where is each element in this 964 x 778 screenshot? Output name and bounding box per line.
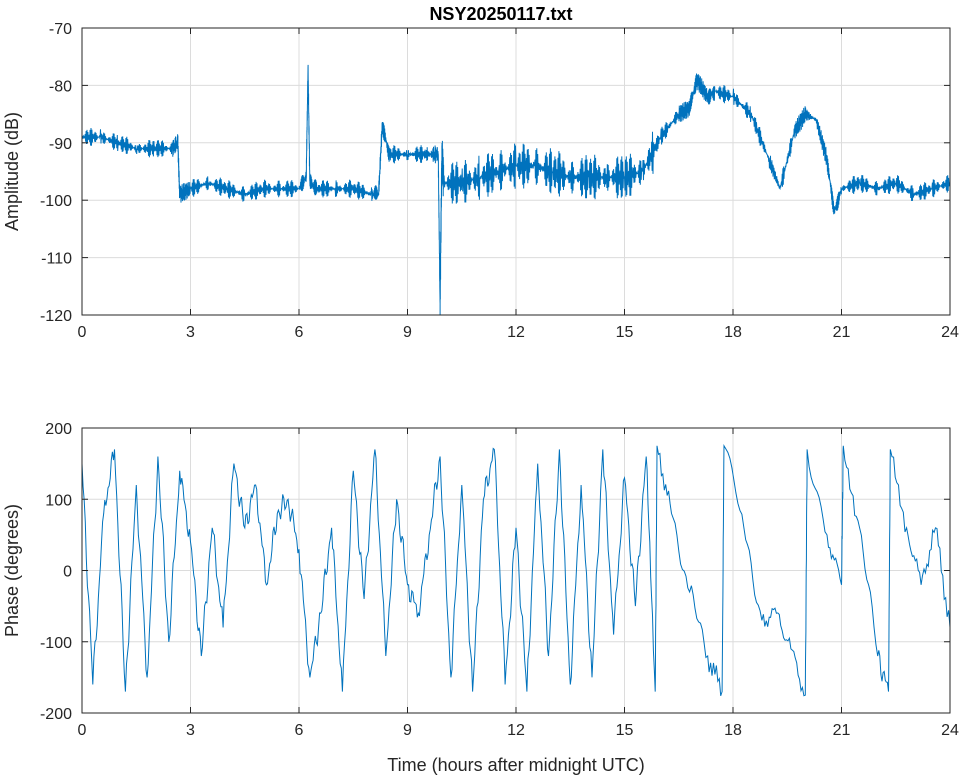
x-tick-label: 0 — [78, 324, 87, 341]
x-tick-label: 24 — [941, 324, 959, 341]
x-tick-label: 12 — [507, 722, 525, 739]
y-tick-label: -80 — [49, 78, 72, 95]
amplitude-series-line — [81, 64, 951, 315]
phase-x-axis-label: Time (hours after midnight UTC) — [387, 755, 644, 775]
y-tick-label: -200 — [40, 706, 72, 723]
y-tick-label: -110 — [41, 251, 72, 268]
y-tick-label: -90 — [49, 136, 72, 153]
x-tick-label: 15 — [616, 324, 634, 341]
x-tick-label: 0 — [78, 722, 87, 739]
x-tick-label: 21 — [833, 722, 851, 739]
y-tick-label: -100 — [40, 193, 72, 210]
y-tick-label: 200 — [45, 421, 72, 438]
x-tick-label: 18 — [724, 324, 742, 341]
amplitude-plot: 0 3 6 9 12 15 18 21 24 -120 -110 -100 -90 -80 -70 Ampli… — [2, 21, 959, 341]
x-tick-label: 21 — [833, 324, 851, 341]
chart-title: NSY20250117.txt — [429, 4, 572, 24]
amplitude-y-axis-label: Amplitude (dB) — [2, 112, 22, 231]
phase-series-line — [81, 444, 951, 697]
x-tick-label: 6 — [295, 324, 304, 341]
x-tick-label: 9 — [403, 722, 412, 739]
x-tick-label: 24 — [941, 722, 959, 739]
phase-plot: 0 3 6 9 12 15 18 21 24 -200 -100 0 100 200 Phase (degr… — [2, 421, 959, 775]
y-tick-label: 100 — [45, 492, 72, 509]
x-tick-label: 12 — [507, 324, 525, 341]
x-tick-label: 15 — [616, 722, 634, 739]
y-tick-label: -70 — [49, 21, 72, 38]
y-tick-label: -100 — [40, 635, 72, 652]
x-tick-label: 3 — [186, 324, 195, 341]
x-tick-label: 3 — [186, 722, 195, 739]
y-tick-label: 0 — [63, 564, 72, 581]
x-tick-label: 18 — [724, 722, 742, 739]
x-tick-label: 6 — [295, 722, 304, 739]
phase-y-axis-label: Phase (degrees) — [2, 504, 22, 637]
x-tick-label: 9 — [403, 324, 412, 341]
y-tick-label: -120 — [40, 308, 72, 325]
